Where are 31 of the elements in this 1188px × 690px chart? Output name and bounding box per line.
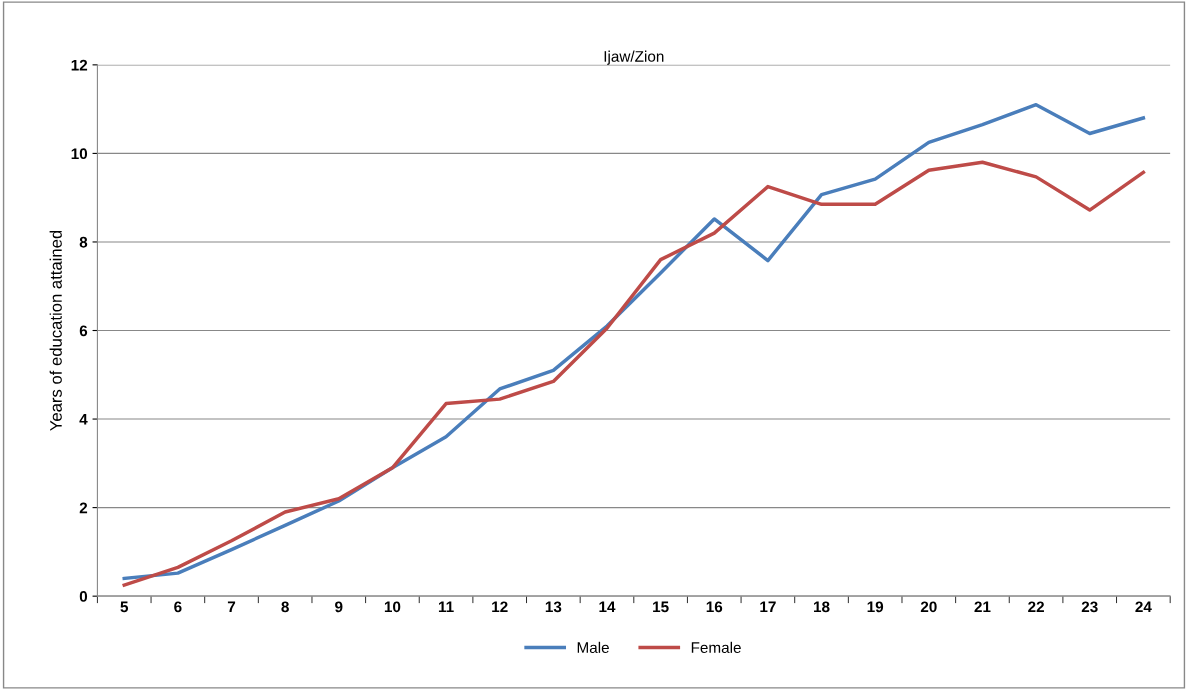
y-tick-label: 6 <box>79 325 88 337</box>
x-tick-label: 5 <box>120 601 129 613</box>
x-tick-label: 22 <box>1028 601 1044 613</box>
x-tick-label: 14 <box>599 601 616 613</box>
x-tick-label: 16 <box>706 601 723 613</box>
y-tick-label: 10 <box>71 148 88 160</box>
y-axis-title: Years of education attained <box>49 230 62 431</box>
x-tick-label: 18 <box>814 601 830 613</box>
x-tick-label: 19 <box>867 601 884 613</box>
x-tick-label: 8 <box>281 601 289 613</box>
legend-label: Male <box>577 641 609 654</box>
x-tick-label: 7 <box>227 601 236 613</box>
x-tick-label: 11 <box>438 601 454 613</box>
y-tick-label: 4 <box>79 414 88 425</box>
y-tick-label: 8 <box>79 236 88 248</box>
x-tick-label: 24 <box>1135 601 1152 613</box>
y-tick-label: 2 <box>79 502 88 514</box>
x-tick-label: 13 <box>545 601 562 613</box>
y-tick-label: 0 <box>79 591 88 602</box>
chart-title: Ijaw/Zion <box>604 50 664 65</box>
x-tick-label: 17 <box>760 601 776 613</box>
y-tick-label: 12 <box>71 59 88 71</box>
x-tick-label: 10 <box>384 601 401 613</box>
x-tick-label: 23 <box>1081 601 1098 613</box>
x-tick-label: 21 <box>974 601 991 613</box>
x-tick-label: 9 <box>335 601 343 613</box>
x-tick-label: 15 <box>653 601 669 613</box>
x-tick-label: 20 <box>920 601 937 613</box>
x-tick-label: 6 <box>174 601 182 613</box>
legend-label: Female <box>691 641 741 654</box>
x-tick-label: 12 <box>492 601 508 613</box>
